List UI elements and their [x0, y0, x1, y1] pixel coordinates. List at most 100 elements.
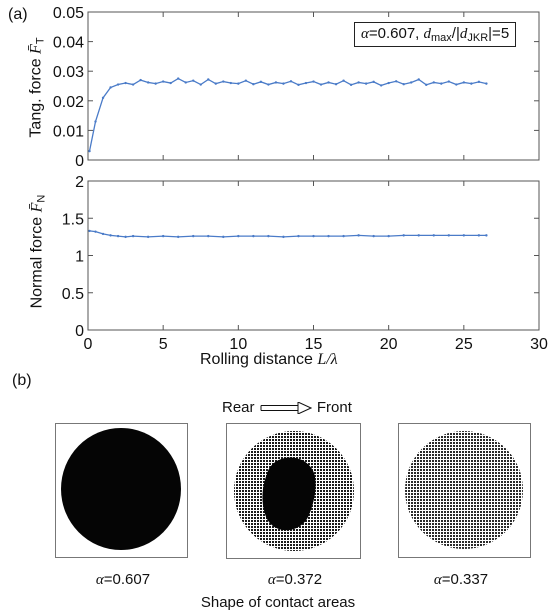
data-point — [342, 234, 345, 238]
series-line — [88, 77, 487, 152]
data-point — [417, 234, 420, 237]
x-tick-label: 30 — [530, 336, 548, 353]
data-point — [207, 234, 210, 238]
data-point — [94, 120, 97, 123]
x-tick-label: 25 — [455, 336, 473, 353]
contact-value-3: =0.337 — [441, 571, 489, 588]
data-point — [267, 83, 270, 86]
data-point — [312, 234, 315, 238]
data-point — [462, 81, 466, 84]
y-tick-label: 2 — [75, 174, 84, 191]
data-point — [207, 78, 210, 81]
y-tick-label: 0.04 — [53, 35, 84, 52]
parameter-annotation: α=0.607, dmax/|dJKR|=5 — [354, 22, 517, 47]
data-point — [372, 80, 375, 84]
annotation-d2-sub: JKR — [467, 32, 489, 44]
data-point — [222, 80, 225, 83]
data-point — [357, 234, 360, 237]
annotation-d-sub: max — [431, 32, 452, 44]
y-tick-label: 0.5 — [62, 286, 84, 303]
data-point — [455, 83, 458, 86]
annotation-mid: /| — [451, 25, 460, 42]
contact-area-partial-slip-icon — [234, 431, 354, 551]
data-point — [410, 81, 413, 84]
y-axis-label-normal: Normal force F̄N — [29, 192, 48, 312]
data-point — [199, 83, 202, 86]
data-point — [289, 80, 293, 83]
annotation-d2: d — [459, 26, 468, 42]
data-point — [447, 234, 450, 237]
contact-label-1: α=0.607 — [78, 571, 168, 589]
y-axis-label-tangential-text: Tang. force — [27, 58, 45, 138]
x-axis-label: Rolling distance L/λ — [200, 351, 338, 369]
annotation-alpha-value: =0.607, — [368, 25, 424, 42]
data-point — [154, 82, 157, 85]
data-point — [425, 83, 428, 87]
data-point — [214, 82, 217, 85]
y-axis-label-normal-text: Normal force — [28, 216, 46, 309]
data-point — [259, 80, 263, 84]
x-tick-label: 10 — [229, 336, 247, 353]
data-point — [349, 83, 353, 87]
y-tick-label: 0 — [75, 323, 84, 340]
data-point — [169, 81, 172, 85]
contact-area-box-3 — [398, 423, 531, 558]
panel-b-label: (b) — [12, 372, 32, 389]
data-point — [229, 81, 233, 85]
data-point — [237, 234, 240, 238]
contact-area-box-1 — [55, 423, 188, 558]
direction-front-label: Front — [316, 399, 352, 416]
data-point — [131, 83, 135, 86]
y-axis-sub-normal: N — [35, 194, 48, 203]
y-axis-symbol-tangential: F̄ — [27, 44, 45, 54]
data-point — [139, 78, 142, 82]
y-tick-label: 0 — [75, 153, 84, 170]
direction-rear-label: Rear — [222, 399, 255, 416]
data-point — [387, 81, 390, 85]
plot-frame — [87, 180, 540, 331]
data-point — [297, 234, 300, 238]
data-point — [222, 235, 225, 239]
data-point — [237, 82, 240, 85]
data-point — [244, 79, 248, 82]
data-point — [192, 79, 195, 82]
data-point — [342, 79, 345, 82]
data-point — [417, 78, 420, 81]
contact-area-box-2 — [226, 423, 361, 559]
x-tick-label: 0 — [84, 336, 93, 353]
data-point — [364, 82, 368, 85]
y-axis-symbol-normal: F̄ — [28, 202, 46, 213]
data-point — [94, 230, 97, 233]
data-point — [161, 80, 165, 83]
data-point — [177, 235, 180, 239]
data-point — [462, 234, 466, 237]
data-point — [379, 84, 383, 87]
data-point — [357, 81, 360, 84]
contact-area-full-dark-icon — [61, 428, 181, 550]
annotation-d: d — [423, 26, 432, 42]
y-tick-label: 0.03 — [53, 64, 84, 81]
data-point — [312, 80, 315, 83]
data-point — [116, 234, 120, 238]
contact-area-full-slip-icon — [405, 431, 523, 549]
data-point — [161, 234, 165, 238]
data-point — [101, 96, 105, 100]
data-point — [447, 80, 450, 83]
contact-label-2: α=0.372 — [250, 571, 340, 589]
data-point — [192, 234, 195, 238]
data-point — [88, 229, 91, 233]
x-tick-label: 15 — [305, 336, 323, 353]
data-point — [282, 235, 285, 239]
x-tick-label: 20 — [380, 336, 398, 353]
data-point — [402, 234, 405, 237]
data-point — [252, 83, 255, 86]
x-axis-label-var: L/λ — [317, 351, 338, 368]
data-point — [387, 234, 390, 238]
direction-indicator: Rear Front — [222, 399, 352, 416]
panel-b-caption: Shape of contact areas — [200, 594, 356, 611]
annotation-end: |=5 — [488, 25, 510, 42]
data-point — [274, 81, 278, 84]
data-point — [432, 234, 435, 237]
data-point — [101, 232, 105, 236]
